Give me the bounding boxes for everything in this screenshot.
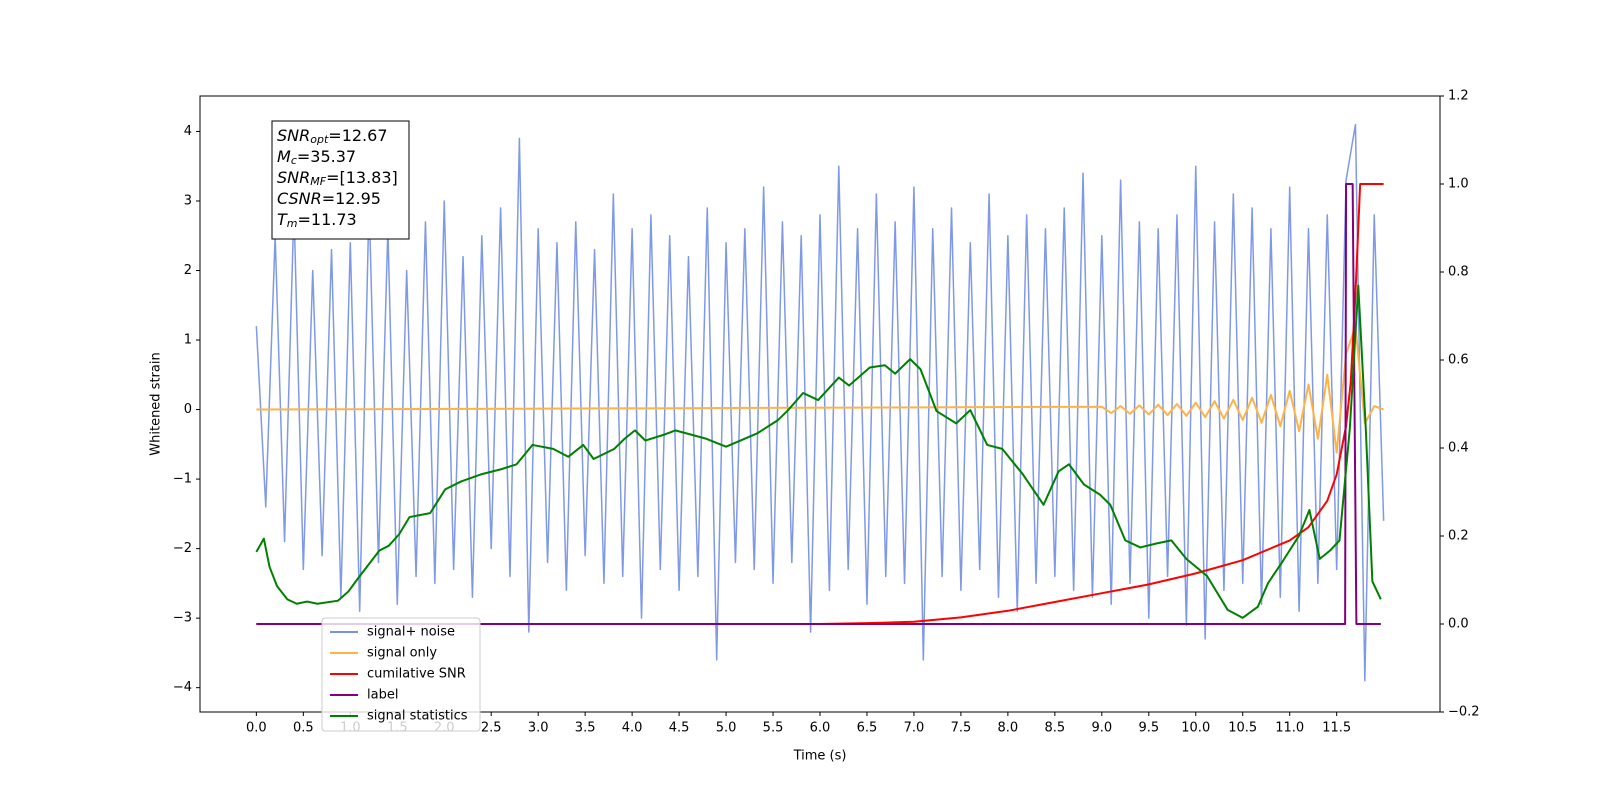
- annotation-value: =12.95: [322, 189, 381, 208]
- x-tick-label: 8.5: [1045, 721, 1066, 736]
- y-tick-label: 2: [184, 263, 192, 278]
- y-tick-label: −3: [173, 611, 192, 626]
- x-tick-label: 4.5: [669, 721, 690, 736]
- legend-label: signal only: [367, 646, 437, 661]
- x-tick-label: 5.0: [716, 721, 737, 736]
- y-tick-label: −2: [173, 541, 192, 556]
- y-tick-label: 4: [184, 124, 192, 139]
- annotation-subscript: MF: [310, 175, 326, 188]
- x-tick-label: 11.0: [1275, 721, 1304, 736]
- x-tick-label: 7.0: [904, 721, 925, 736]
- y2-tick-label: 0.4: [1448, 441, 1469, 456]
- annotation-value: =12.67: [328, 126, 387, 145]
- y2-tick-label: 0.8: [1448, 265, 1469, 280]
- annotation-box: SNRopt=12.67Mc=35.37SNRMF=[13.83]CSNR=12…: [271, 120, 410, 240]
- annotation-line: Tm=11.73: [277, 210, 357, 231]
- series-line: [255, 123, 1385, 682]
- annotation-frame: [271, 120, 410, 240]
- y2-tick-label: 1.0: [1448, 177, 1469, 192]
- annotation-value: =35.37: [297, 147, 356, 166]
- x-tick-label: 4.0: [622, 721, 643, 736]
- x-tick-label: 10.5: [1228, 721, 1257, 736]
- legend-frame: [321, 617, 481, 732]
- x-tick-label: 9.0: [1091, 721, 1112, 736]
- x-tick-label: 10.0: [1181, 721, 1210, 736]
- y2-tick-label: 0.6: [1448, 353, 1469, 368]
- annotation-line: CSNR=12.95: [277, 189, 381, 208]
- y2-tick-label: 0.2: [1448, 529, 1469, 544]
- annotation-value: =[13.83]: [326, 168, 398, 187]
- x-tick-label: 7.5: [951, 721, 972, 736]
- x-tick-label: 8.0: [998, 721, 1019, 736]
- legend-label: cumilative SNR: [367, 667, 466, 682]
- annotation-value: =11.73: [298, 210, 357, 229]
- x-tick-label: 2.5: [481, 721, 502, 736]
- series-line: [256, 183, 1381, 625]
- legend-label: signal statistics: [367, 709, 468, 724]
- x-tick-label: 0.0: [246, 721, 267, 736]
- x-axis-label: Time (s): [793, 749, 847, 764]
- series-line: [256, 325, 1384, 454]
- legend-label: label: [367, 688, 398, 703]
- legend-label: signal+ noise: [367, 625, 455, 640]
- annotation-subscript: c: [291, 154, 297, 167]
- y-tick-label: −4: [173, 680, 192, 695]
- x-tick-label: 6.5: [857, 721, 878, 736]
- series-line: [255, 284, 1382, 619]
- y-tick-label: 3: [184, 193, 192, 208]
- annotation-symbol: SNR: [277, 126, 310, 145]
- x-tick-label: 5.5: [763, 721, 784, 736]
- annotation-line: Mc=35.37: [277, 147, 356, 168]
- annotation-symbol: M: [277, 147, 291, 166]
- annotation-line: SNRopt=12.67: [277, 126, 388, 147]
- x-tick-label: 6.0: [810, 721, 831, 736]
- annotation-subscript: opt: [310, 133, 329, 146]
- x-tick-label: 0.5: [293, 721, 314, 736]
- y-tick-label: 1: [184, 333, 192, 348]
- x-tick-label: 3.5: [575, 721, 596, 736]
- x-tick-label: 3.0: [528, 721, 549, 736]
- annotation-symbol: CSNR: [277, 189, 322, 208]
- y-tick-label: −1: [173, 472, 192, 487]
- x-tick-label: 9.5: [1138, 721, 1159, 736]
- annotation-subscript: m: [287, 217, 298, 230]
- y-tick-label: 0: [184, 402, 192, 417]
- annotation-line: SNRMF=[13.83]: [277, 168, 398, 189]
- x-tick-label: 11.5: [1322, 721, 1351, 736]
- y2-tick-label: 1.2: [1448, 89, 1469, 104]
- y2-tick-label: −0.2: [1448, 705, 1480, 720]
- annotation-symbol: SNR: [277, 168, 310, 187]
- y2-tick-label: 0.0: [1448, 617, 1469, 632]
- annotation-symbol: T: [277, 210, 288, 229]
- legend: signal+ noise signal only cumilative SNR la…: [321, 617, 481, 732]
- y-axis-label: Whitened strain: [149, 352, 164, 455]
